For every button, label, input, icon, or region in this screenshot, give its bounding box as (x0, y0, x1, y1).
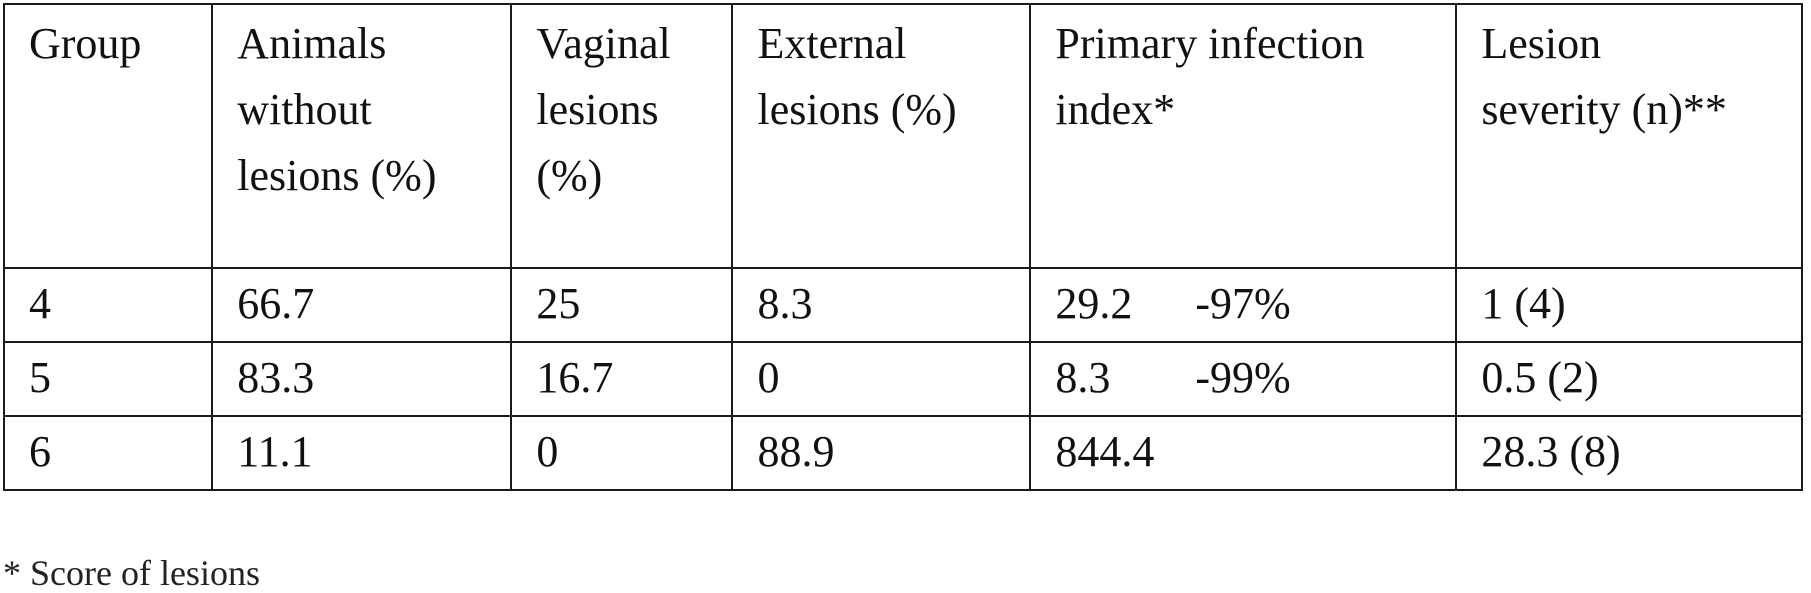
pii-change: -97% (1195, 271, 1290, 337)
cell-without-lesions: 83.3 (212, 342, 511, 416)
header-line: External (757, 11, 1029, 77)
header-line: Primary infection (1055, 11, 1455, 77)
footnote: * Score of lesions (3, 553, 260, 593)
cell-severity: 1 (4) (1456, 268, 1802, 342)
header-line: lesions (%) (757, 77, 1029, 143)
cell-vaginal: 0 (511, 416, 732, 490)
table-row: 4 66.7 25 8.3 29.2-97% 1 (4) (4, 268, 1802, 342)
cell-vaginal: 16.7 (511, 342, 732, 416)
header-line: lesions (536, 77, 731, 143)
header-group: Group (4, 4, 212, 268)
header-line: (%) (536, 143, 731, 209)
pii-value: 8.3 (1055, 345, 1195, 411)
cell-group: 6 (4, 416, 212, 490)
table-row: 6 11.1 0 88.9 844.4 28.3 (8) (4, 416, 1802, 490)
header-line: Group (29, 11, 211, 77)
header-line: Animals (237, 11, 510, 77)
table-row: 5 83.3 16.7 0 8.3-99% 0.5 (2) (4, 342, 1802, 416)
header-line: severity (n)** (1481, 77, 1801, 143)
header-primary-infection-index: Primary infection index* (1030, 4, 1456, 268)
table-header-row: Group Animals without lesions (%) Vagina… (4, 4, 1802, 268)
cell-external: 88.9 (732, 416, 1030, 490)
cell-group: 4 (4, 268, 212, 342)
pii-value: 844.4 (1055, 419, 1195, 485)
cell-primary-infection-index: 29.2-97% (1030, 268, 1456, 342)
header-line: Lesion (1481, 11, 1801, 77)
cell-severity: 0.5 (2) (1456, 342, 1802, 416)
results-table: Group Animals without lesions (%) Vagina… (3, 3, 1803, 491)
header-line: without (237, 77, 510, 143)
header-animals-without-lesions: Animals without lesions (%) (212, 4, 511, 268)
header-vaginal-lesions: Vaginal lesions (%) (511, 4, 732, 268)
cell-primary-infection-index: 8.3-99% (1030, 342, 1456, 416)
header-line: lesions (%) (237, 143, 510, 209)
header-lesion-severity: Lesion severity (n)** (1456, 4, 1802, 268)
pii-change: -99% (1195, 345, 1290, 411)
header-external-lesions: External lesions (%) (732, 4, 1030, 268)
cell-vaginal: 25 (511, 268, 732, 342)
cell-severity: 28.3 (8) (1456, 416, 1802, 490)
header-line: index* (1055, 77, 1455, 143)
header-line: Vaginal (536, 11, 731, 77)
cell-external: 0 (732, 342, 1030, 416)
pii-value: 29.2 (1055, 271, 1195, 337)
cell-external: 8.3 (732, 268, 1030, 342)
cell-group: 5 (4, 342, 212, 416)
cell-without-lesions: 66.7 (212, 268, 511, 342)
cell-without-lesions: 11.1 (212, 416, 511, 490)
cell-primary-infection-index: 844.4 (1030, 416, 1456, 490)
